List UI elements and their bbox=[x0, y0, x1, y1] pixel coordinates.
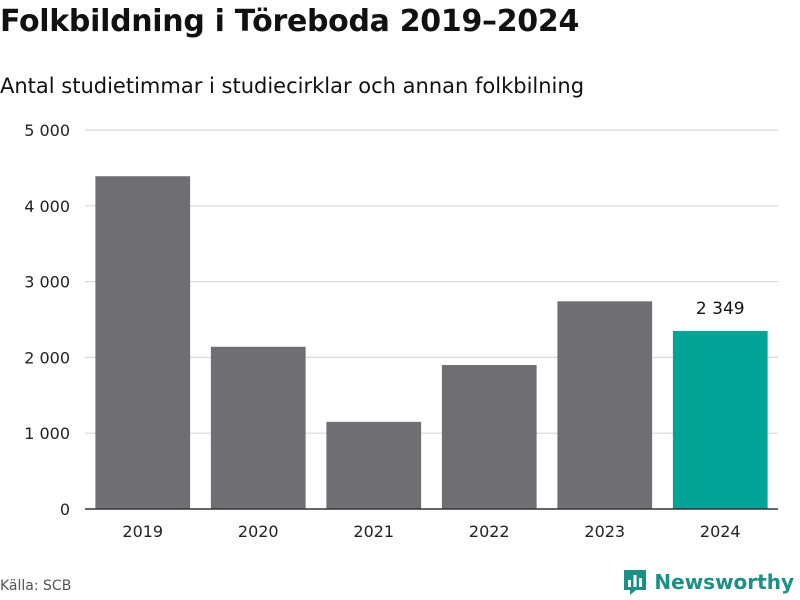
brand-logo: Newsworthy bbox=[622, 568, 794, 596]
bar bbox=[210, 346, 306, 509]
y-tick-label: 3 000 bbox=[24, 273, 70, 292]
y-tick-label: 0 bbox=[60, 500, 70, 519]
bar bbox=[441, 364, 537, 509]
newsworthy-logo-icon bbox=[624, 570, 647, 595]
chart-title: Folkbildning i Töreboda 2019–2024 bbox=[0, 4, 580, 39]
x-tick-label: 2019 bbox=[122, 522, 163, 541]
y-tick-label: 1 000 bbox=[24, 424, 70, 443]
y-tick-label: 2 000 bbox=[24, 348, 70, 367]
x-tick-label: 2020 bbox=[238, 522, 279, 541]
chart-subtitle: Antal studietimmar i studiecirklar och a… bbox=[0, 74, 585, 98]
x-tick-label: 2022 bbox=[469, 522, 510, 541]
bar bbox=[672, 330, 768, 509]
bar bbox=[326, 421, 422, 509]
data-label: 2 349 bbox=[696, 299, 745, 319]
brand-name: Newsworthy bbox=[654, 570, 794, 594]
y-tick-label: 4 000 bbox=[24, 197, 70, 216]
x-tick-label: 2024 bbox=[700, 522, 741, 541]
y-tick-label: 5 000 bbox=[24, 121, 70, 140]
bar bbox=[95, 176, 191, 509]
bar bbox=[557, 301, 653, 509]
x-tick-label: 2023 bbox=[584, 522, 625, 541]
x-tick-label: 2021 bbox=[353, 522, 394, 541]
source-note: Källa: SCB bbox=[0, 578, 72, 594]
